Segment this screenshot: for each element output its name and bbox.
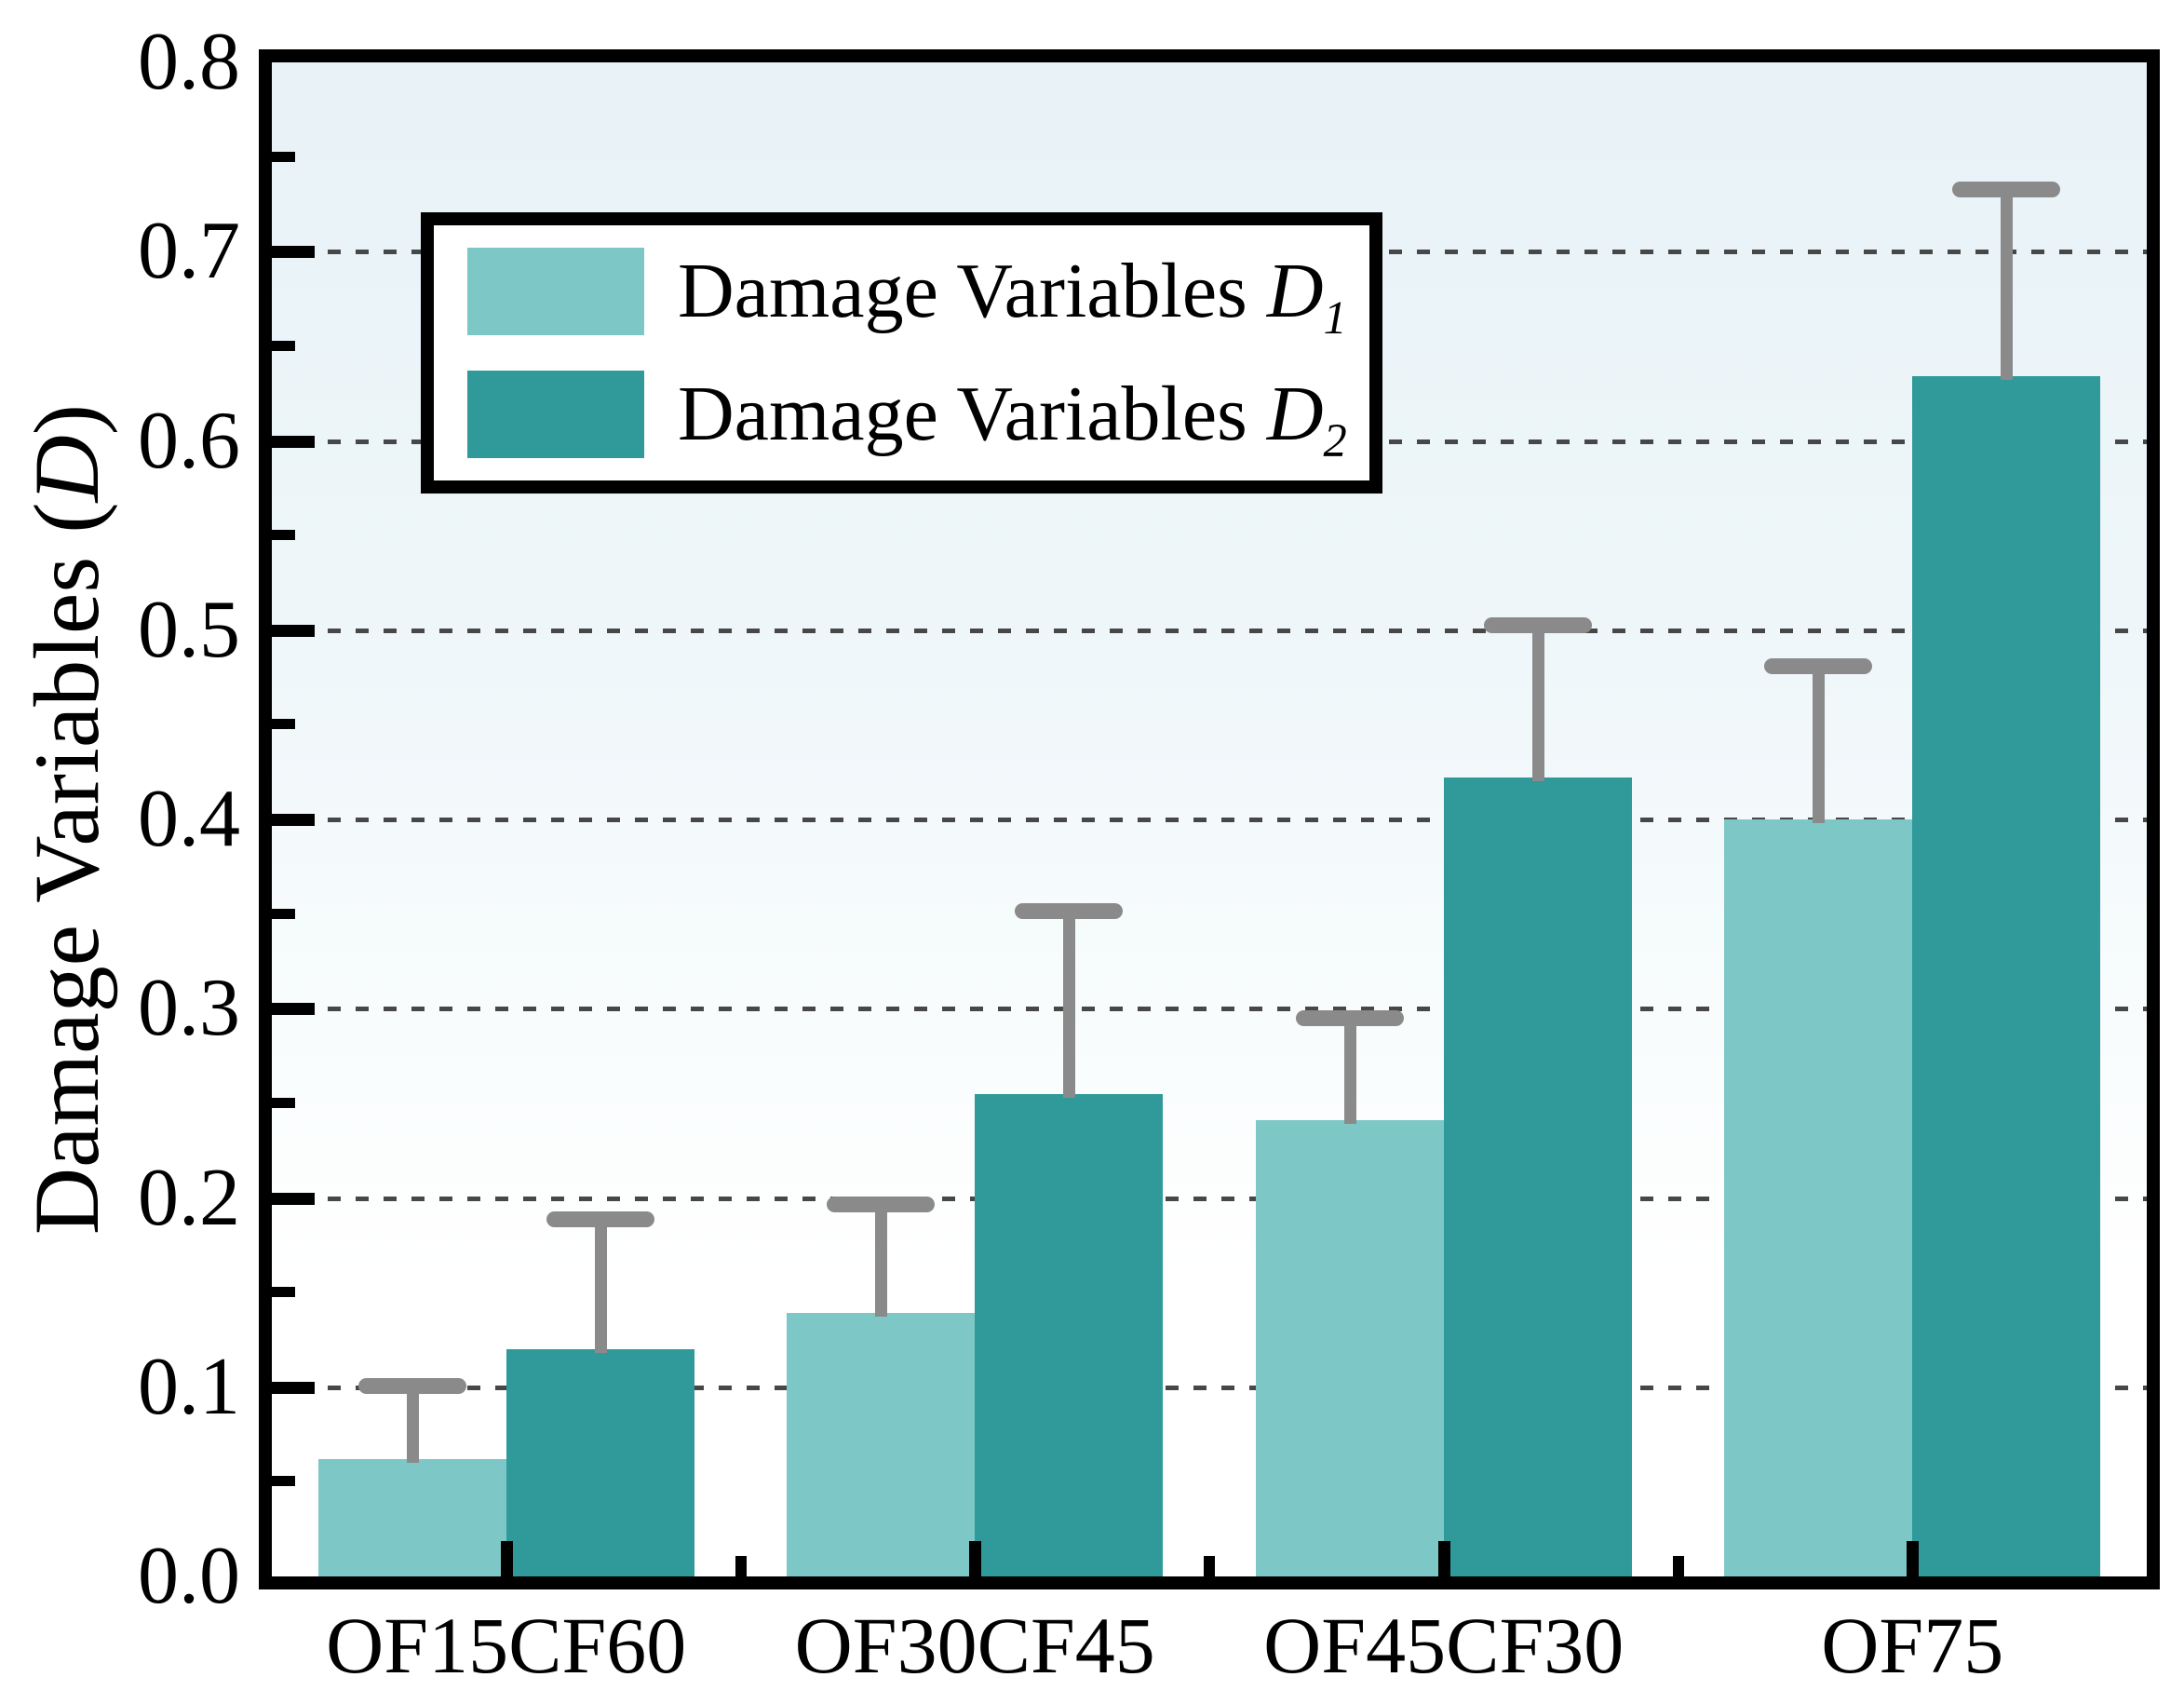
- y-minor-tick: [272, 530, 295, 541]
- x-tick-label: OF75: [1821, 1601, 2004, 1690]
- error-bar-line: [406, 1385, 419, 1463]
- y-major-tick: [272, 1192, 315, 1205]
- error-bar-cap: [1764, 658, 1873, 675]
- y-major-tick: [272, 624, 315, 637]
- bar-d1-of15cf60: [317, 1459, 506, 1576]
- legend-label-d1-subscript: 1: [1323, 291, 1347, 344]
- y-major-tick: [272, 1003, 315, 1016]
- x-major-tick: [969, 1541, 982, 1576]
- legend-swatch-d2: [467, 371, 644, 458]
- y-tick-label: 0.1: [138, 1341, 240, 1432]
- error-bar-cap: [1295, 1010, 1404, 1027]
- x-minor-tick: [1204, 1556, 1215, 1576]
- y-minor-tick: [272, 340, 295, 351]
- y-minor-tick: [272, 1287, 295, 1298]
- error-bar-cap: [827, 1196, 936, 1212]
- error-bar-cap: [1952, 182, 2061, 198]
- error-bar-line: [1063, 910, 1076, 1098]
- gridline: [272, 818, 2147, 822]
- bar-d1-of30cf45: [787, 1313, 976, 1576]
- bar-d2-of30cf45: [975, 1093, 1164, 1576]
- y-major-tick: [272, 435, 315, 448]
- x-minor-tick: [735, 1556, 747, 1576]
- y-major-tick: [272, 246, 315, 259]
- error-bar-line: [2001, 189, 2014, 381]
- x-minor-tick: [1672, 1556, 1684, 1576]
- y-tick-label: 0.3: [138, 963, 240, 1054]
- legend-label-d2-variable: D: [1266, 371, 1324, 457]
- error-bar-cap: [546, 1210, 654, 1227]
- error-bar-line: [875, 1203, 888, 1318]
- y-minor-tick: [272, 1476, 295, 1487]
- error-bar-line: [1343, 1018, 1356, 1125]
- y-minor-tick: [272, 908, 295, 919]
- bar-d1-of45cf30: [1255, 1120, 1444, 1576]
- error-bar-line: [1531, 624, 1544, 782]
- y-tick-label: 0.7: [138, 206, 240, 297]
- y-major-tick: [272, 814, 315, 826]
- gridline: [272, 1007, 2147, 1012]
- x-major-tick: [500, 1541, 513, 1576]
- legend-label-d2-subscript: 2: [1323, 413, 1347, 467]
- y-tick-label: 0.4: [138, 774, 240, 864]
- legend-label-d1: Damage Variables D1: [678, 248, 1347, 341]
- legend-label-d2-text: Damage Variables: [678, 371, 1267, 457]
- y-minor-tick: [272, 719, 295, 730]
- legend-swatch-d1: [467, 248, 644, 335]
- y-tick-label: 0.6: [138, 395, 240, 486]
- error-bar-cap: [1483, 616, 1592, 633]
- legend-label-d2: Damage Variables D2: [678, 371, 1347, 464]
- legend-label-d1-variable: D: [1266, 248, 1324, 334]
- gridline: [272, 628, 2147, 633]
- x-tick-label: OF30CF45: [794, 1601, 1155, 1690]
- legend-box: Damage Variables D1 Damage Variables D2: [421, 212, 1382, 494]
- y-tick-label: 0.5: [138, 584, 240, 675]
- y-major-tick: [272, 1381, 315, 1394]
- error-bar-line: [594, 1218, 607, 1354]
- legend-item-d2: Damage Variables D2: [467, 371, 1369, 464]
- x-major-tick: [1437, 1541, 1450, 1576]
- y-minor-tick: [272, 1097, 295, 1108]
- bar-d2-of45cf30: [1443, 778, 1632, 1576]
- bar-d1-of75: [1724, 819, 1913, 1576]
- x-tick-label: OF45CF30: [1263, 1601, 1625, 1690]
- error-bar-cap: [1015, 902, 1124, 919]
- error-bar-line: [1813, 666, 1826, 823]
- bar-d2-of75: [1912, 376, 2101, 1576]
- legend-label-d1-text: Damage Variables: [678, 248, 1267, 334]
- legend-item-d1: Damage Variables D1: [467, 248, 1369, 341]
- bar-d2-of15cf60: [506, 1349, 694, 1576]
- y-minor-tick: [272, 151, 295, 162]
- y-tick-label: 0.8: [138, 17, 240, 107]
- x-major-tick: [1907, 1541, 1920, 1576]
- x-tick-label: OF15CF60: [326, 1601, 687, 1690]
- y-tick-label: 0.2: [138, 1152, 240, 1243]
- gridline: [272, 1196, 2147, 1201]
- y-tick-label: 0.0: [138, 1531, 240, 1621]
- gridline: [272, 1385, 2147, 1390]
- error-bar-cap: [357, 1377, 466, 1394]
